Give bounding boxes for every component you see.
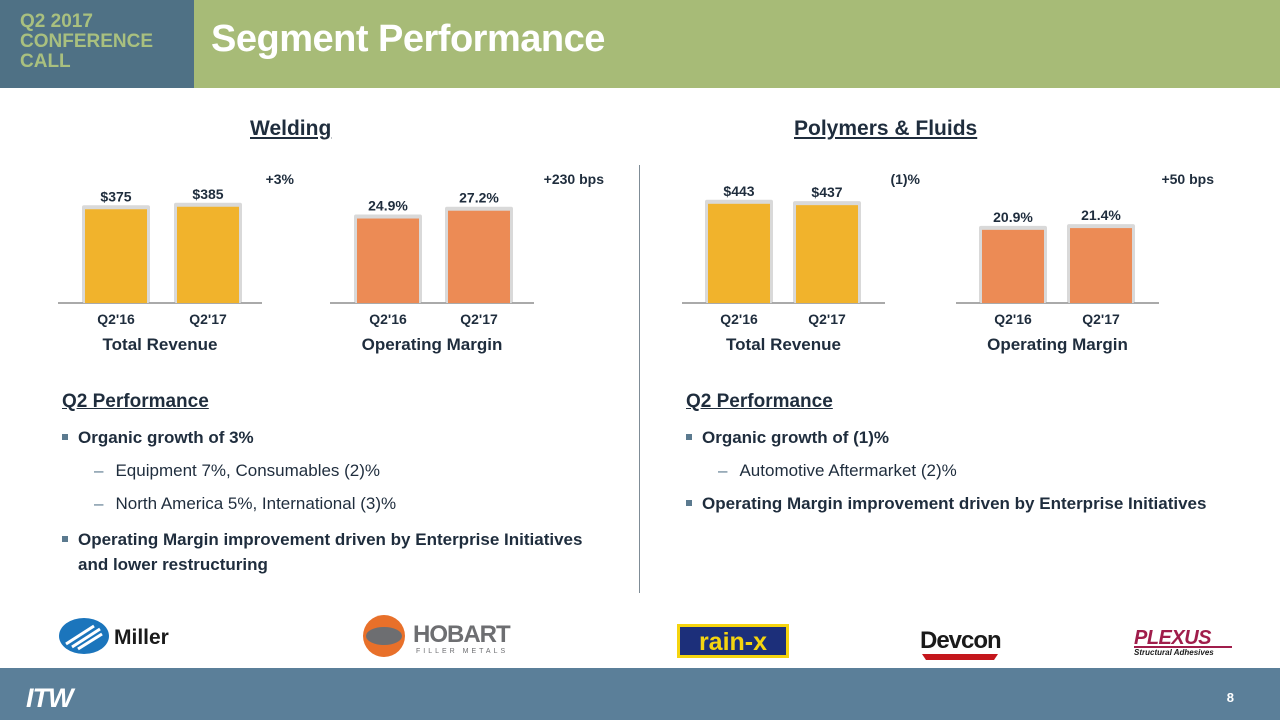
page-title: Segment Performance <box>211 18 605 60</box>
conference-line-1: Q2 2017 <box>20 11 93 32</box>
chart-bar <box>982 229 1044 303</box>
chart-xlabel: Total Revenue <box>103 335 218 354</box>
welding-sub-equipment: – Equipment 7%, Consumables (2)% <box>94 461 380 481</box>
hobart-logo-text: HOBART <box>413 621 511 648</box>
polymers-bullet-margin: Operating Margin improvement driven by E… <box>686 491 1206 516</box>
plexus-logo-subtext: Structural Adhesives <box>1134 648 1214 657</box>
category-label: Q2'16 <box>97 311 135 327</box>
footer-bar <box>0 668 1280 720</box>
miller-logo-text: Miller <box>114 626 169 649</box>
welding-title: Welding <box>250 117 332 140</box>
bullet-square-icon <box>62 535 68 542</box>
header-bar <box>194 0 1280 88</box>
category-label: Q2'17 <box>808 311 846 327</box>
category-label: Q2'16 <box>369 311 407 327</box>
conference-line-3: CALL <box>20 51 71 72</box>
chart-bar <box>1070 228 1132 303</box>
bar-data-label: $437 <box>811 184 842 200</box>
sub-text: Automotive Aftermarket (2)% <box>739 461 957 480</box>
itw-logo: ITW <box>26 683 73 713</box>
dash-icon: – <box>94 461 104 480</box>
category-label: Q2'17 <box>1082 311 1120 327</box>
bar-data-label: 27.2% <box>459 190 499 206</box>
chart-bar <box>796 205 858 303</box>
bullet-square-icon <box>62 433 68 440</box>
change-label: +3% <box>266 171 295 187</box>
devcon-logo-text: Devcon <box>920 627 1001 654</box>
welding-sub-region: – North America 5%, International (3)% <box>94 494 396 514</box>
hobart-logo: HOBART FILLER METALS <box>363 615 512 657</box>
chart-xlabel: Operating Margin <box>362 335 503 354</box>
bar-data-label: $443 <box>723 183 754 199</box>
dash-icon: – <box>94 494 104 513</box>
section-divider <box>639 165 640 593</box>
miller-logo: Miller <box>59 618 169 654</box>
rainx-logo-text: rain-x <box>699 628 767 656</box>
bullet-text: Operating Margin improvement driven by E… <box>78 530 583 549</box>
bar-data-label: $375 <box>100 188 131 204</box>
bullet-text: Organic growth of 3% <box>78 428 254 447</box>
chart-bar <box>85 209 147 303</box>
sub-text: Equipment 7%, Consumables (2)% <box>115 461 381 480</box>
page-number: 8 <box>1226 690 1234 705</box>
change-label: +50 bps <box>1161 171 1214 187</box>
bar-data-label: 24.9% <box>368 198 408 214</box>
bullet-text-continued: and lower restructuring <box>78 555 268 574</box>
plexus-logo-text: PLEXUS <box>1134 627 1212 649</box>
bullet-square-icon <box>686 433 692 440</box>
change-label: (1)% <box>890 171 920 187</box>
miller-logo-mark <box>59 618 109 654</box>
polymers-bullet-organic: Organic growth of (1)% <box>686 425 889 450</box>
bullet-text: Organic growth of (1)% <box>702 428 889 447</box>
polymers-sub-auto: – Automotive Aftermarket (2)% <box>718 461 957 481</box>
header-badge: Q2 2017 CONFERENCE CALL <box>0 0 194 88</box>
welding-bullet-organic: Organic growth of 3% <box>62 425 254 450</box>
chart-bar <box>708 203 770 303</box>
bar-data-label: $385 <box>192 186 223 202</box>
dash-icon: – <box>718 461 728 480</box>
bullet-text: Operating Margin improvement driven by E… <box>702 494 1207 513</box>
welding-perf-heading: Q2 Performance <box>62 391 209 412</box>
hobart-logo-subtext: FILLER METALS <box>416 648 508 655</box>
chart-bar <box>177 206 239 303</box>
bullet-square-icon <box>686 499 692 506</box>
category-label: Q2'17 <box>460 311 498 327</box>
category-label: Q2'16 <box>994 311 1032 327</box>
chart-bar <box>357 218 419 303</box>
chart-xlabel: Total Revenue <box>726 335 841 354</box>
hobart-logo-inner <box>366 627 402 645</box>
polymers-perf-heading: Q2 Performance <box>686 391 833 412</box>
bar-data-label: 20.9% <box>993 209 1033 225</box>
category-label: Q2'17 <box>189 311 227 327</box>
miller-logo-stripes <box>65 624 103 651</box>
rainx-logo-frame <box>680 627 786 655</box>
category-label: Q2'16 <box>720 311 758 327</box>
charts-area: $375 Q2'16 $385 Q2'17 Total Revenue +3% 24.9% Q… <box>58 171 1214 354</box>
devcon-logo-swoosh <box>922 654 998 660</box>
plexus-logo-underline <box>1134 646 1232 648</box>
chart-bar <box>448 210 510 303</box>
plexus-logo: PLEXUS Structural Adhesives <box>1134 627 1232 657</box>
polymers-title: Polymers & Fluids <box>794 117 978 140</box>
conference-line-2: CONFERENCE <box>20 31 154 52</box>
chart-xlabel: Operating Margin <box>987 335 1128 354</box>
conference-label: Q2 2017 CONFERENCE CALL <box>20 12 153 72</box>
devcon-logo: Devcon <box>920 627 1002 660</box>
change-label: +230 bps <box>544 171 605 187</box>
welding-bullet-margin: Operating Margin improvement driven by E… <box>62 527 582 577</box>
sub-text: North America 5%, International (3)% <box>115 494 397 513</box>
rainx-logo: rain-x <box>677 624 789 658</box>
bar-data-label: 21.4% <box>1081 207 1121 223</box>
